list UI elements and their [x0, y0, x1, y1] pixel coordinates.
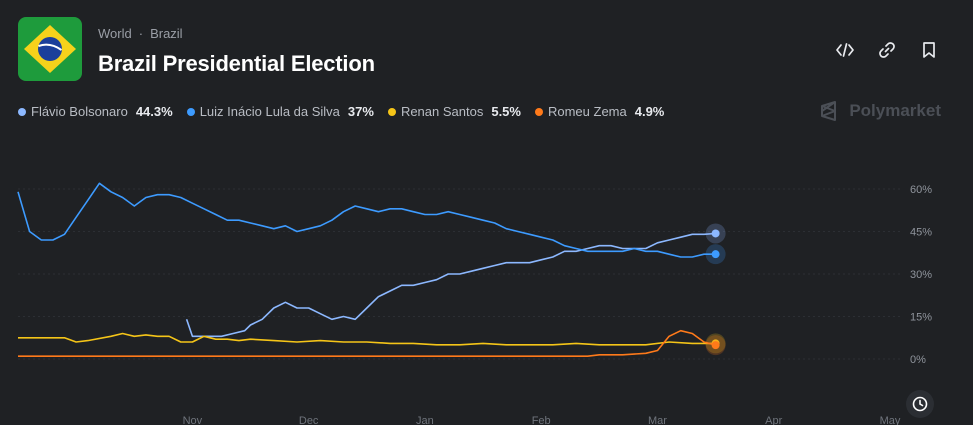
- x-tick-label: Nov: [183, 415, 203, 425]
- legend-value: 4.9%: [634, 104, 665, 119]
- legend-label: Luiz Inácio Lula da Silva: [199, 104, 340, 119]
- y-tick-label: 45%: [910, 227, 932, 239]
- legend-item-lula[interactable]: Luiz Inácio Lula da Silva 37%: [186, 104, 374, 119]
- legend-value: 44.3%: [135, 104, 173, 119]
- legend-dot: [186, 107, 195, 116]
- y-tick-label: 30%: [910, 269, 932, 281]
- legend-label: Romeu Zema: [547, 104, 627, 119]
- series-line: [185, 232, 716, 338]
- y-tick-label: 60%: [910, 184, 932, 196]
- legend-dot: [18, 107, 26, 116]
- clock-icon: [912, 396, 928, 412]
- legend-value: 37%: [347, 104, 374, 119]
- y-tick-label: 15%: [910, 312, 932, 324]
- x-tick-label: May: [880, 415, 901, 425]
- breadcrumb-brazil[interactable]: Brazil: [150, 26, 183, 41]
- bookmark-button[interactable]: [919, 40, 939, 60]
- legend-item-flavio[interactable]: Flávio Bolsonaro 44.3%: [18, 104, 173, 119]
- chart-legend: Flávio Bolsonaro 44.3% Luiz Inácio Lula …: [18, 104, 664, 119]
- embed-button[interactable]: [835, 40, 855, 60]
- series-end-point: [711, 250, 720, 259]
- legend-value: 5.5%: [491, 104, 521, 119]
- polymarket-logo-icon: [821, 101, 837, 121]
- breadcrumb-separator: ·: [138, 26, 144, 41]
- series-end-point: [711, 229, 720, 238]
- brand-name: Polymarket: [849, 101, 941, 120]
- time-range-button[interactable]: [906, 390, 934, 418]
- series-end-point: [711, 341, 720, 350]
- legend-dot: [387, 107, 396, 116]
- legend-label: Renan Santos: [400, 104, 484, 119]
- link-icon: [879, 42, 895, 58]
- link-button[interactable]: [877, 40, 897, 60]
- x-tick-label: Feb: [532, 415, 551, 425]
- header-actions: [835, 40, 939, 60]
- embed-icon: [836, 43, 854, 57]
- brazil-flag-icon: [18, 17, 82, 81]
- breadcrumb: World · Brazil: [98, 26, 183, 41]
- breadcrumb-world[interactable]: World: [98, 26, 132, 41]
- bookmark-icon: [923, 42, 935, 58]
- x-tick-label: Mar: [648, 415, 667, 425]
- page-title: Brazil Presidential Election: [98, 51, 375, 76]
- y-tick-label: 0%: [910, 354, 926, 366]
- series-line: [17, 182, 716, 258]
- x-tick-label: Dec: [299, 415, 319, 425]
- x-tick-label: Apr: [765, 415, 782, 425]
- series-line: [18, 332, 716, 346]
- legend-item-zema[interactable]: Romeu Zema 4.9%: [534, 104, 665, 119]
- series-line: [18, 329, 716, 357]
- polymarket-watermark: Polymarket: [819, 100, 941, 122]
- x-tick-label: Jan: [416, 415, 434, 425]
- legend-dot: [534, 107, 543, 116]
- legend-label: Flávio Bolsonaro: [31, 104, 128, 119]
- legend-item-renan[interactable]: Renan Santos 5.5%: [387, 104, 521, 119]
